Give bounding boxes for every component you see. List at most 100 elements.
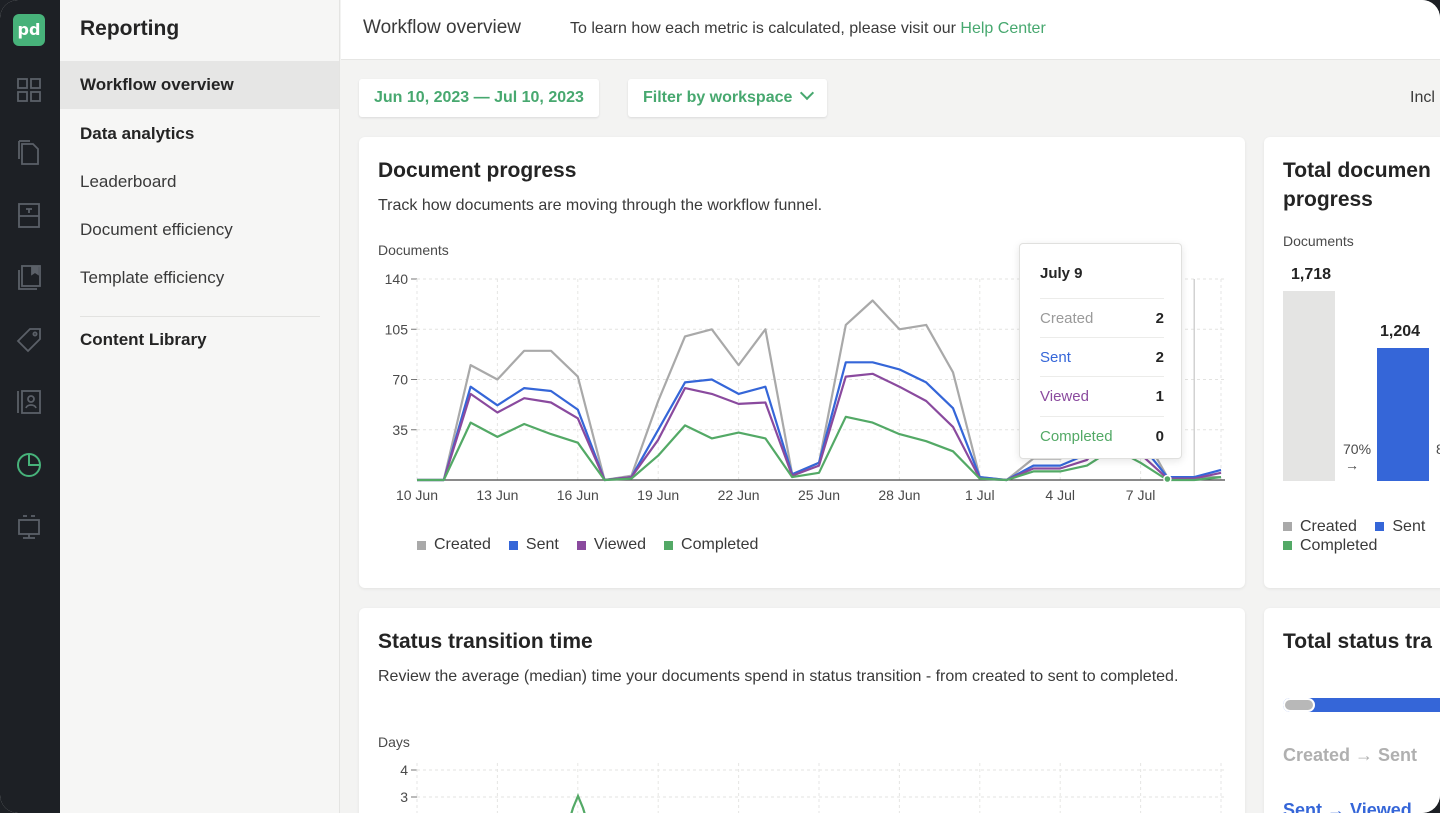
sidebar-item-document-efficiency[interactable]: Document efficiency: [80, 220, 233, 239]
status-transition-card: Status transition time Review the averag…: [359, 608, 1245, 813]
x-tick-label: 19 Jun: [637, 487, 679, 503]
total-progress-legend-row2: Completed: [1283, 537, 1377, 555]
include-toggle-label[interactable]: Incl: [1410, 89, 1435, 106]
tooltip-row-sent: Sent 2: [1040, 337, 1164, 376]
tag-icon[interactable]: [13, 324, 45, 356]
sidebar-divider: [80, 316, 320, 317]
legend-label-completed-2: Completed: [1300, 537, 1378, 554]
catalog-icon[interactable]: [13, 261, 45, 293]
x-tick-label: 13 Jun: [476, 487, 518, 503]
sidebar-item-data-analytics[interactable]: Data analytics: [80, 124, 195, 143]
legend-swatch-sent-2: [1375, 522, 1385, 531]
date-range-label: Jun 10, 2023 — Jul 10, 2023: [374, 89, 584, 106]
workspace-filter-label: Filter by workspace: [643, 89, 793, 106]
legend-item-viewed[interactable]: Viewed: [576, 536, 647, 554]
tooltip-value-sent: 2: [1155, 349, 1164, 366]
x-tick-label: 4 Jul: [1045, 487, 1075, 503]
y-tick-label: 140: [385, 271, 409, 287]
chevron-down-icon: [800, 85, 815, 101]
total-progress-title-line2: progress: [1283, 188, 1373, 211]
legend-label-created-2: Created: [1300, 518, 1357, 535]
legend-item-sent[interactable]: Sent: [508, 536, 559, 554]
tooltip-row-completed: Completed 0: [1040, 416, 1164, 455]
y-tick-label: 3: [400, 789, 408, 805]
legend-label-completed: Completed: [681, 536, 759, 553]
x-tick-label: 28 Jun: [878, 487, 920, 503]
document-progress-legend: Created Sent Viewed Completed: [417, 536, 758, 554]
legend-swatch-sent: [508, 540, 518, 550]
tooltip-row-viewed: Viewed 1: [1040, 376, 1164, 415]
legend-label-sent-2: Sent: [1392, 518, 1426, 535]
document-progress-title: Document progress: [378, 159, 577, 182]
series-line-completed: [417, 415, 1222, 482]
total-progress-y-label: Documents: [1283, 233, 1354, 249]
legend-label-created: Created: [434, 536, 491, 553]
legend-swatch-completed: [664, 540, 674, 550]
status-transition-chart[interactable]: 43: [359, 608, 1245, 813]
legend-swatch-created: [417, 540, 426, 550]
legend-label-viewed: Viewed: [593, 536, 647, 553]
reports-icon[interactable]: [13, 448, 45, 480]
tooltip-label-created: Created: [1040, 310, 1094, 327]
pandadoc-logo[interactable]: pd: [13, 14, 45, 46]
legend-swatch-viewed: [576, 540, 586, 550]
documents-icon[interactable]: [13, 136, 45, 168]
tooltip-label-sent: Sent: [1040, 349, 1071, 366]
tooltip-date: July 9: [1040, 265, 1083, 282]
legend-swatch-completed-2: [1283, 541, 1292, 550]
hover-point: [1163, 474, 1172, 484]
contacts-icon[interactable]: [13, 386, 45, 418]
conversion-percent: 70%: [1343, 441, 1372, 457]
sidebar-item-workflow-overview[interactable]: Workflow overview: [60, 61, 339, 109]
sent-bar[interactable]: [1377, 347, 1429, 481]
reporting-sidebar: Reporting Workflow overview Data analyti…: [60, 0, 340, 813]
status-transition-subtitle: Review the average (median) time your do…: [378, 668, 1179, 685]
legend-item-created[interactable]: Created: [417, 536, 491, 554]
x-tick-label: 25 Jun: [798, 487, 840, 503]
total-document-progress-card: Total documen progress Documents 1,718 1…: [1264, 137, 1440, 588]
x-tick-label: 1 Jul: [965, 487, 995, 503]
page-title: Workflow overview: [363, 17, 522, 38]
y-tick-label: 70: [392, 372, 408, 388]
tooltip-value-completed: 0: [1155, 428, 1164, 445]
total-progress-legend: Created Sent: [1283, 518, 1425, 536]
sidebar-item-leaderboard[interactable]: Leaderboard: [80, 172, 177, 191]
forms-icon[interactable]: [13, 511, 45, 543]
y-axis-label: Documents: [378, 242, 449, 258]
chart-tooltip: July 9 Created 2 Sent 2 Viewed 1 Completed 0: [1019, 243, 1182, 459]
tooltip-value-created: 2: [1155, 310, 1164, 327]
legend-item-completed[interactable]: Completed: [664, 536, 758, 554]
conversion-arrow: →: [1345, 457, 1359, 473]
total-status-title: Total status tra: [1283, 630, 1432, 653]
series-line-viewed: [417, 372, 1222, 482]
status-transition-title: Status transition time: [378, 630, 593, 653]
days-axis-label: Days: [378, 734, 410, 750]
sent-bar-value: 1,204: [1380, 323, 1421, 340]
help-center-link[interactable]: Help Center: [960, 20, 1046, 37]
status-progress-bar: [1283, 698, 1440, 712]
y-tick-label: 105: [385, 321, 409, 337]
dashboard-icon[interactable]: [13, 74, 45, 106]
sidebar-item-template-efficiency[interactable]: Template efficiency: [80, 268, 225, 287]
series-line-days: [570, 793, 586, 813]
page-header: Workflow overview To learn how each metr…: [341, 0, 1440, 60]
x-tick-label: 7 Jul: [1126, 487, 1156, 503]
tooltip-label-completed: Completed: [1040, 428, 1113, 445]
legend-label-sent: Sent: [525, 536, 559, 553]
second-conversion-percent: 8: [1436, 441, 1440, 457]
y-tick-label: 35: [392, 422, 408, 438]
legend-swatch-created-2: [1283, 522, 1292, 531]
help-prefix: To learn how each metric is calculated, …: [570, 20, 961, 37]
created-bar[interactable]: [1283, 291, 1335, 481]
tooltip-row-created: Created 2: [1040, 298, 1164, 337]
sidebar-item-content-library[interactable]: Content Library: [80, 330, 207, 349]
tooltip-label-viewed: Viewed: [1040, 388, 1089, 405]
templates-icon[interactable]: [13, 199, 45, 231]
created-bar-value: 1,718: [1291, 266, 1332, 283]
document-progress-subtitle: Track how documents are moving through t…: [378, 197, 823, 214]
date-range-button[interactable]: Jun 10, 2023 — Jul 10, 2023: [359, 79, 599, 117]
workspace-filter-dropdown[interactable]: Filter by workspace: [628, 79, 828, 117]
y-tick-label: 4: [400, 762, 408, 778]
status-progress-created-segment: [1283, 698, 1315, 712]
